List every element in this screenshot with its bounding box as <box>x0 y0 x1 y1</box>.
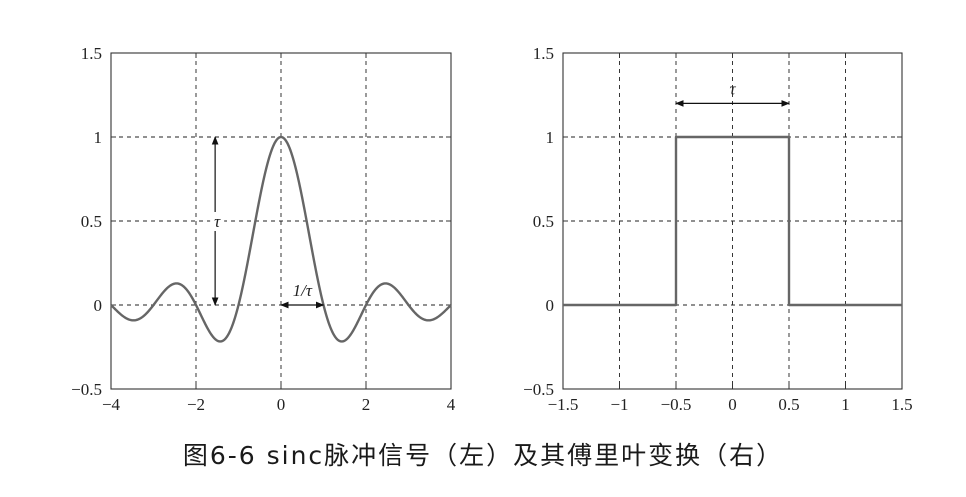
x-tick-label: −4 <box>102 395 121 414</box>
annotation-label-bg <box>210 212 225 231</box>
x-tick-label: −1.5 <box>548 395 579 414</box>
y-tick-label: 0 <box>546 296 555 315</box>
y-tick-label: 1 <box>546 128 555 147</box>
annotation-label: τ <box>729 79 736 98</box>
y-tick-label: −0.5 <box>71 380 102 399</box>
x-tick-label: 0 <box>277 395 286 414</box>
y-tick-label: 1.5 <box>81 44 102 63</box>
y-tick-label: 1 <box>94 128 103 147</box>
figure: −4 −2 0 2 4 −0.5 0 0.5 1 1.5 τ 1/τ −1.5 −1 −0.5 0 0.5 1 1… <box>71 44 912 414</box>
x-tick-label: 0 <box>728 395 737 414</box>
figure-caption: 图6-6 sinc脉冲信号（左）及其傅里叶变换（右） <box>182 441 784 470</box>
y-tick-label: 1.5 <box>533 44 554 63</box>
x-tick-label: 1.5 <box>891 395 912 414</box>
x-tick-label: 1 <box>841 395 850 414</box>
y-tick-label: −0.5 <box>523 380 554 399</box>
y-tick-label: 0.5 <box>81 212 102 231</box>
rect-pulse-line <box>563 135 902 307</box>
annotation-label: 1/τ <box>293 281 313 300</box>
sinc-pulse-chart: −4 −2 0 2 4 −0.5 0 0.5 1 1.5 τ 1/τ <box>71 44 456 414</box>
x-tick-label: 4 <box>447 395 456 414</box>
x-tick-label: 0.5 <box>778 395 799 414</box>
rect-spectrum-chart: −1.5 −1 −0.5 0 0.5 1 1.5 −0.5 0 0.5 1 1.5 τ <box>523 44 912 414</box>
x-tick-label: −2 <box>187 395 205 414</box>
x-tick-label: −0.5 <box>661 395 692 414</box>
y-tick-label: 0.5 <box>533 212 554 231</box>
annotation-label: τ <box>214 212 221 231</box>
sinc-curve <box>110 135 452 343</box>
x-tick-label: 2 <box>362 395 371 414</box>
y-tick-label: 0 <box>94 296 103 315</box>
x-tick-label: −1 <box>610 395 628 414</box>
